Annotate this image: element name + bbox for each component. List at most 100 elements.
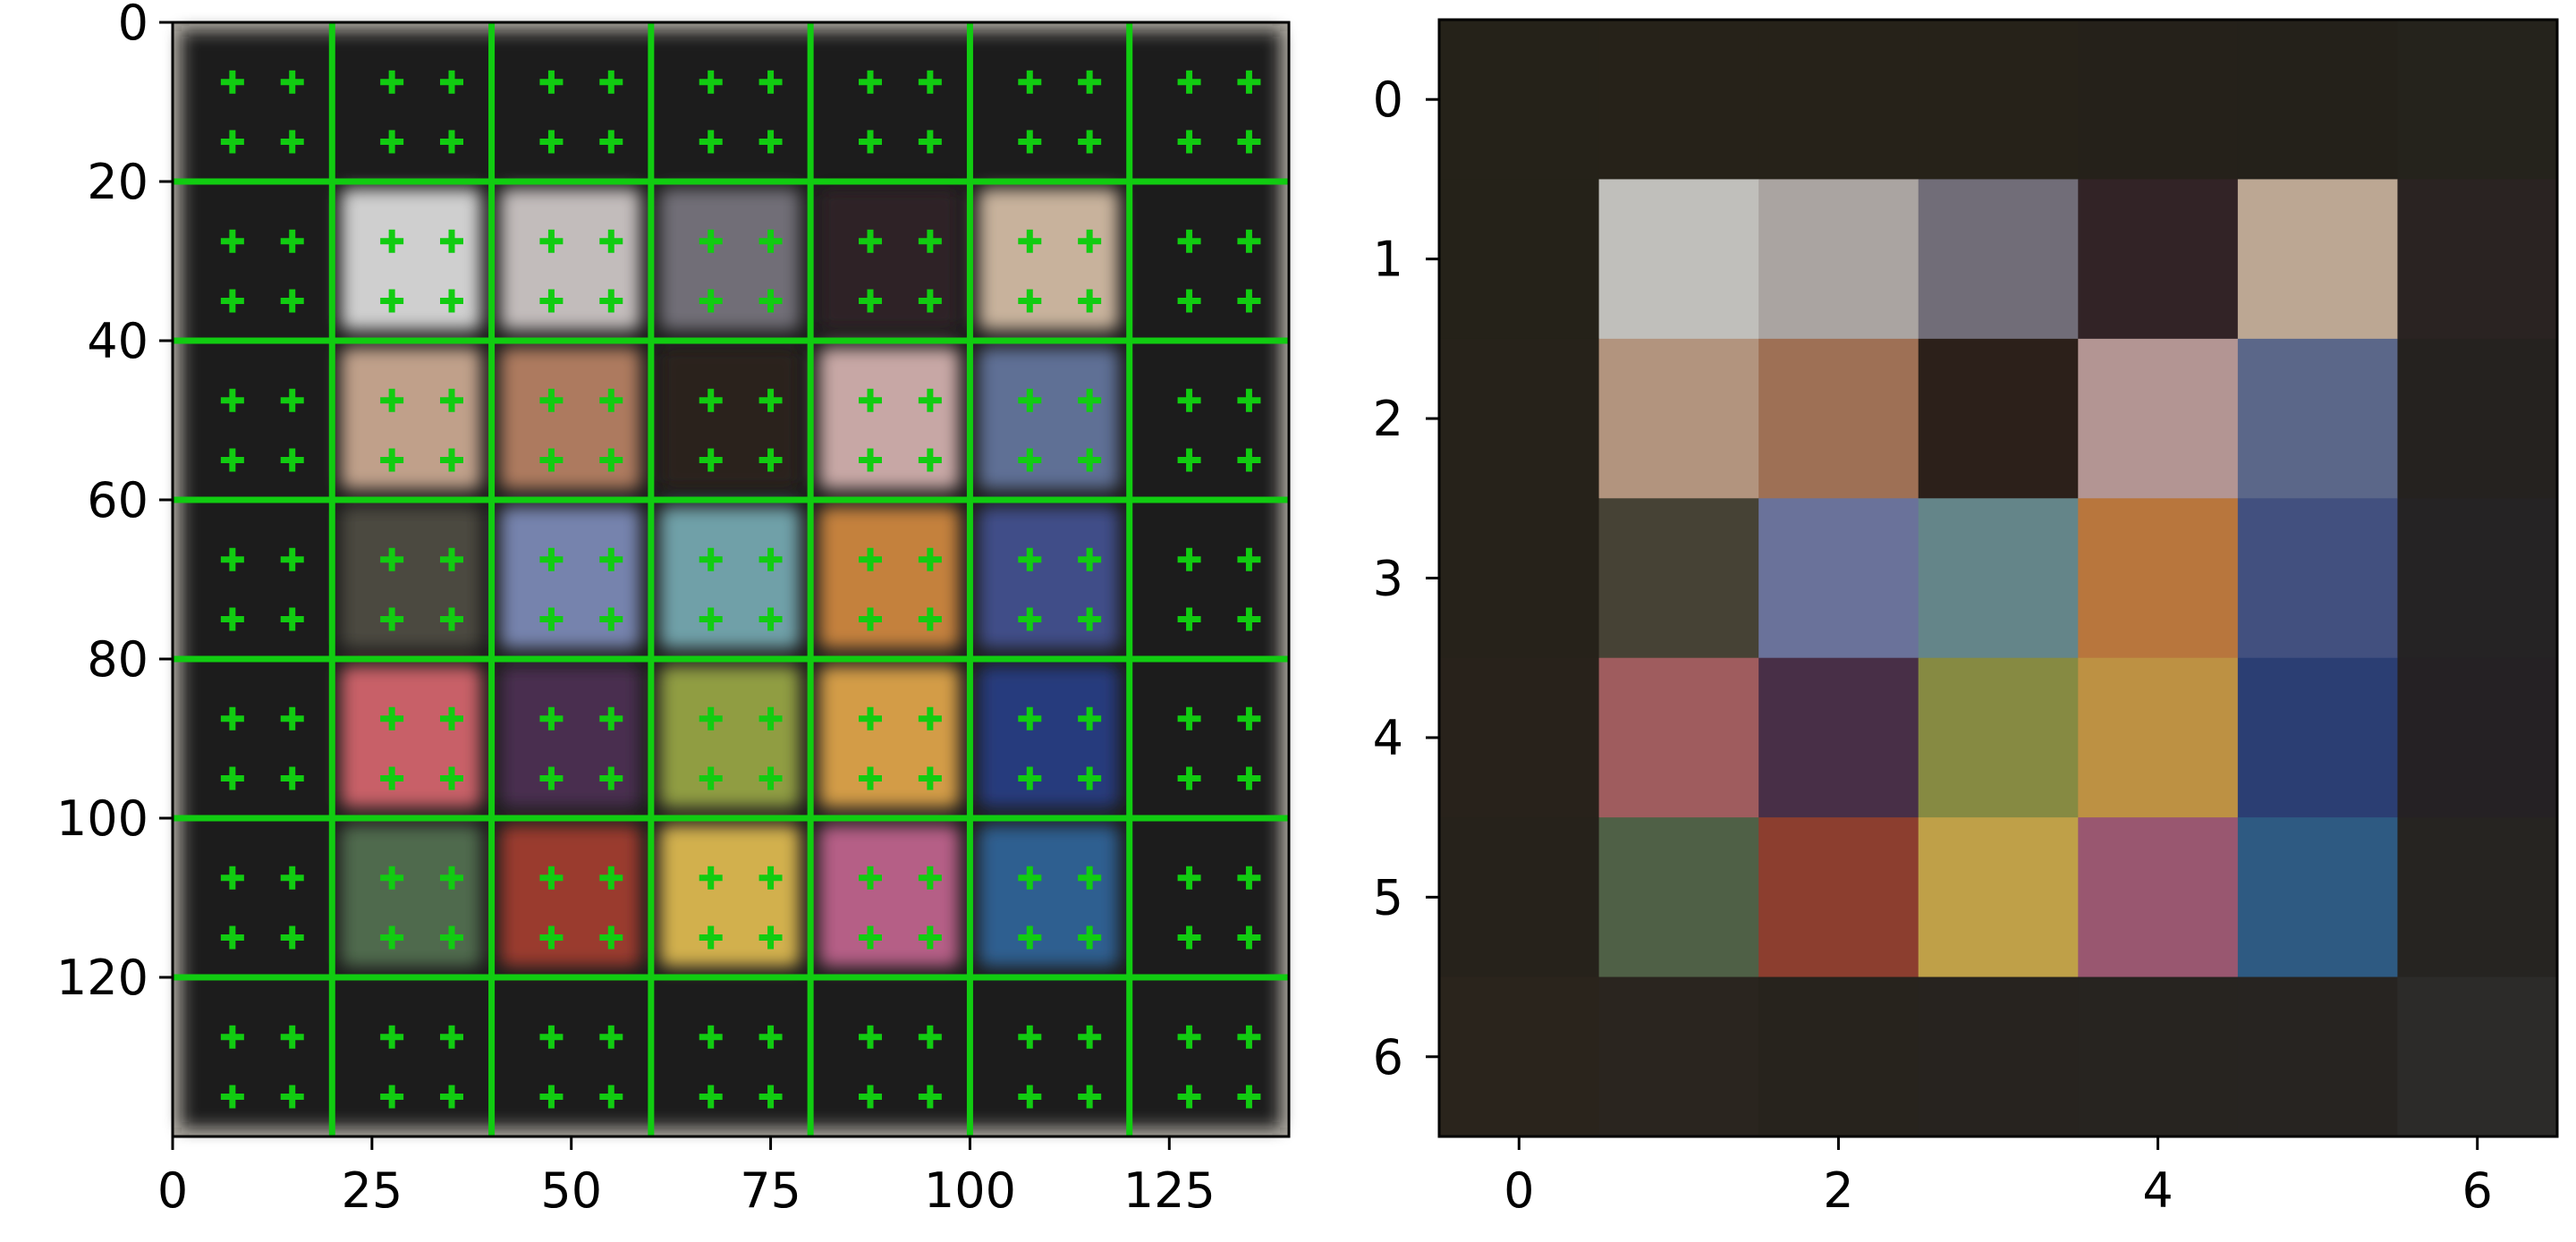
sample-point [220,448,244,472]
sample-point [1078,1085,1102,1109]
sample-point [918,388,942,412]
sample-point [918,925,942,950]
sample-point [599,547,623,571]
sample-point [599,706,623,731]
sample-point [1177,925,1201,950]
color-patch [819,348,960,489]
sample-point [699,130,723,154]
sample-point [1177,70,1201,94]
sample-point [1078,70,1102,94]
y-tick-label: 6 [1373,1029,1403,1086]
y-tick-label: 2 [1373,391,1403,447]
sample-point [380,70,404,94]
sample-point [280,388,304,412]
sample-point [440,289,463,313]
sample-point [440,448,463,472]
heatmap-cell [1598,657,1759,818]
sample-point [380,925,404,950]
sample-point [280,448,304,472]
sample-point [699,229,723,253]
sample-point [918,70,942,94]
sample-point [380,547,404,571]
sample-point [699,866,723,890]
heatmap-cell [2397,179,2558,340]
sample-point [539,130,564,154]
sample-point [1237,289,1261,313]
sample-point [1177,607,1201,631]
sample-point [1078,229,1102,253]
heatmap-cell [2078,498,2239,659]
sample-point [1177,706,1201,731]
sample-point [1177,448,1201,472]
heatmap-cell [1918,498,2079,659]
heatmap-cell [1439,338,1600,499]
heatmap-cell [2078,338,2239,499]
heatmap-cell [1439,498,1600,659]
x-tick-label: 4 [2142,1162,2173,1219]
heatmap-cell [1758,657,1919,818]
color-patch [659,348,801,489]
sample-point [220,706,244,731]
sample-point [440,866,463,890]
sample-point [699,289,723,313]
heatmap-cell [2237,20,2398,180]
sample-point [220,130,244,154]
sample-point [440,706,463,731]
color-patch [979,348,1119,489]
sample-point [599,289,623,313]
heatmap-cell [1598,817,1759,978]
color-patch [979,666,1119,807]
x-tick-label: 0 [157,1162,188,1219]
y-tick-label: 40 [87,313,148,369]
x-tick-label: 25 [341,1162,402,1219]
sample-point [1237,1025,1261,1049]
sample-point [699,70,723,94]
sample-point [220,607,244,631]
color-patch [500,666,640,807]
sample-point [539,70,564,94]
sample-point [1237,1085,1261,1109]
sample-point [918,866,942,890]
sample-point [280,766,304,790]
sample-point [1177,866,1201,890]
sample-point [539,388,564,412]
sample-point [280,229,304,253]
y-tick-label: 1 [1373,232,1403,288]
heatmap-cell [2397,20,2558,180]
sample-point [1018,289,1042,313]
sample-point [1237,130,1261,154]
heatmap-cell [1918,657,2079,818]
sample-point [220,925,244,950]
sample-point [380,607,404,631]
sample-point [380,766,404,790]
sample-point [1018,866,1042,890]
sample-point [1078,706,1102,731]
sample-point [440,1025,463,1049]
sample-point [380,229,404,253]
left-image-panel: 0 25 50 75 100 125 0 20 40 60 80 100 120 [56,0,1291,1219]
sample-point [859,706,882,731]
sample-point [699,388,723,412]
sample-point [539,866,564,890]
heatmap-cell [1439,657,1600,818]
sample-point [918,607,942,631]
sample-point [220,766,244,790]
sample-point [918,229,942,253]
sample-point [539,289,564,313]
sample-point [280,130,304,154]
sample-point [1078,130,1102,154]
sample-point [918,706,942,731]
sample-point [220,1025,244,1049]
y-tick-label: 5 [1373,869,1403,925]
heatmap-cell [1758,817,1919,978]
color-patch [659,189,801,330]
sample-point [1078,448,1102,472]
sample-point [1078,925,1102,950]
sample-point [918,1025,942,1049]
sample-point [1018,70,1042,94]
color-patch [341,507,481,648]
sample-point [1177,388,1201,412]
y-tick-label: 60 [87,472,148,528]
sample-point [1078,1025,1102,1049]
sample-point [1078,766,1102,790]
